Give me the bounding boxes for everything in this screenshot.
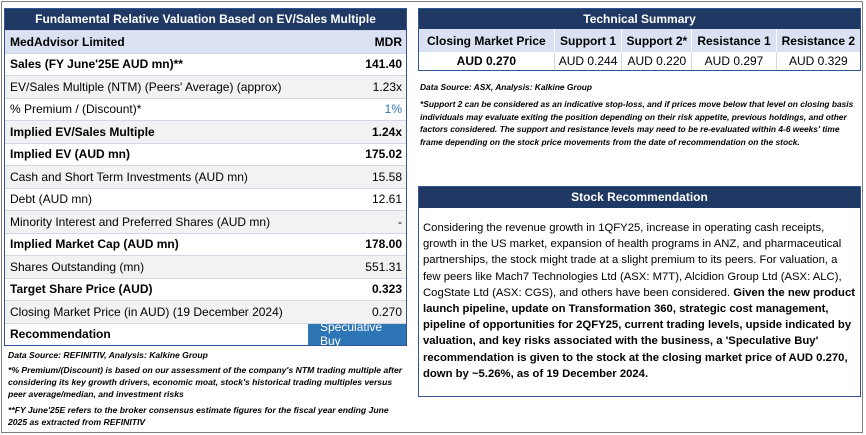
table-row: Closing Market Price (in AUD) (19 Decemb…: [5, 300, 406, 323]
row-label: Sales (FY June'25E AUD mn)**: [10, 57, 183, 72]
row-label: Implied EV (AUD mn): [10, 147, 131, 162]
row-value: -: [398, 214, 402, 229]
company-name: MedAdvisor Limited: [10, 34, 125, 49]
row-label: Implied Market Cap (AUD mn): [10, 237, 179, 252]
row-label: % Premium / (Discount)*: [10, 102, 142, 117]
row-value: 0.270: [371, 304, 402, 319]
value-cell: AUD 0.220: [621, 52, 693, 70]
valuation-table: Fundamental Relative Valuation Based on …: [4, 8, 407, 348]
left-data-source: Data Source: REFINITIV, Analysis: Kalkin…: [8, 350, 208, 360]
table-row: Target Share Price (AUD) 0.323: [5, 277, 406, 301]
row-label: Target Share Price (AUD): [10, 282, 153, 297]
support-footnote: *Support 2 can be considered as an indic…: [420, 99, 854, 147]
technical-title: Technical Summary: [419, 9, 860, 29]
table-row: Implied EV/Sales Multiple 1.24x: [5, 120, 406, 143]
table-header-row: Closing Market Price Support 1 Support 2…: [419, 29, 860, 52]
table-row: % Premium / (Discount)* 1%: [5, 97, 406, 121]
row-label: EV/Sales Multiple (NTM) (Peers' Average)…: [10, 79, 282, 94]
header-cell: Support 2*: [621, 29, 693, 52]
company-row: MedAdvisor Limited MDR: [5, 30, 406, 53]
recommendation-text-bold: Given the new product launch pipeline, u…: [423, 286, 855, 380]
technical-table: Closing Market Price Support 1 Support 2…: [419, 29, 860, 70]
row-label: Shares Outstanding (mn): [10, 259, 145, 274]
recommendation-badge: Speculative Buy: [308, 320, 406, 348]
value-cell: AUD 0.297: [691, 52, 777, 70]
row-value: 178.00: [365, 237, 402, 252]
header-cell: Resistance 2: [776, 29, 860, 52]
table-row: Implied EV (AUD mn) 175.02: [5, 142, 406, 166]
header-cell: Closing Market Price: [419, 29, 555, 52]
recommendation-label: Recommendation: [10, 327, 111, 342]
row-value: 1%: [384, 102, 402, 117]
row-value: 1.23x: [372, 79, 402, 94]
table-row: Sales (FY June'25E AUD mn)** 141.40: [5, 52, 406, 76]
technical-data-source: Data Source: ASX, Analysis: Kalkine Grou…: [420, 82, 593, 92]
row-value: 0.323: [371, 282, 402, 297]
ticker: MDR: [374, 34, 402, 49]
table-row: Shares Outstanding (mn) 551.31: [5, 255, 406, 278]
table-row: Implied Market Cap (AUD mn) 178.00: [5, 232, 406, 256]
valuation-title: Fundamental Relative Valuation Based on …: [5, 9, 406, 30]
table-row: EV/Sales Multiple (NTM) (Peers' Average)…: [5, 75, 406, 98]
value-cell: AUD 0.329: [788, 54, 848, 68]
row-value: 12.61: [371, 192, 402, 207]
row-label: Minority Interest and Preferred Shares (…: [10, 214, 271, 229]
row-value: 15.58: [371, 169, 402, 184]
table-row: Minority Interest and Preferred Shares (…: [5, 210, 406, 233]
row-value: 1.24x: [371, 124, 402, 139]
table-row: AUD 0.270 AUD 0.244 AUD 0.220 AUD 0.297 …: [419, 52, 860, 70]
row-label: Closing Market Price (in AUD) (19 Decemb…: [10, 304, 283, 319]
row-value: 551.31: [365, 259, 402, 274]
value-cell: AUD 0.244: [554, 52, 623, 70]
stock-recommendation: Stock Recommendation Considering the rev…: [418, 186, 861, 397]
row-label: Debt (AUD mn): [10, 192, 93, 207]
table-row: Debt (AUD mn) 12.61: [5, 187, 406, 211]
row-value: 175.02: [365, 147, 402, 162]
row-label: Implied EV/Sales Multiple: [10, 124, 155, 139]
row-value: 141.40: [365, 57, 402, 72]
recommendation-title: Stock Recommendation: [419, 187, 860, 208]
value-cell: AUD 0.270: [419, 52, 555, 70]
recommendation-row: Recommendation Speculative Buy: [5, 320, 406, 348]
table-row: Cash and Short Term Investments (AUD mn)…: [5, 165, 406, 188]
header-cell: Support 1: [554, 29, 623, 52]
technical-summary: Technical Summary Closing Market Price S…: [418, 8, 861, 71]
premium-footnote: *% Premium/(Discount) is based on our as…: [8, 365, 403, 399]
recommendation-text-normal: Considering the revenue growth in 1QFY25…: [423, 222, 842, 299]
row-label: Cash and Short Term Investments (AUD mn): [10, 169, 248, 184]
fy-footnote: **FY June'25E refers to the broker conse…: [8, 405, 389, 427]
recommendation-text: Considering the revenue growth in 1QFY25…: [419, 208, 860, 382]
header-cell: Resistance 1: [691, 29, 777, 52]
